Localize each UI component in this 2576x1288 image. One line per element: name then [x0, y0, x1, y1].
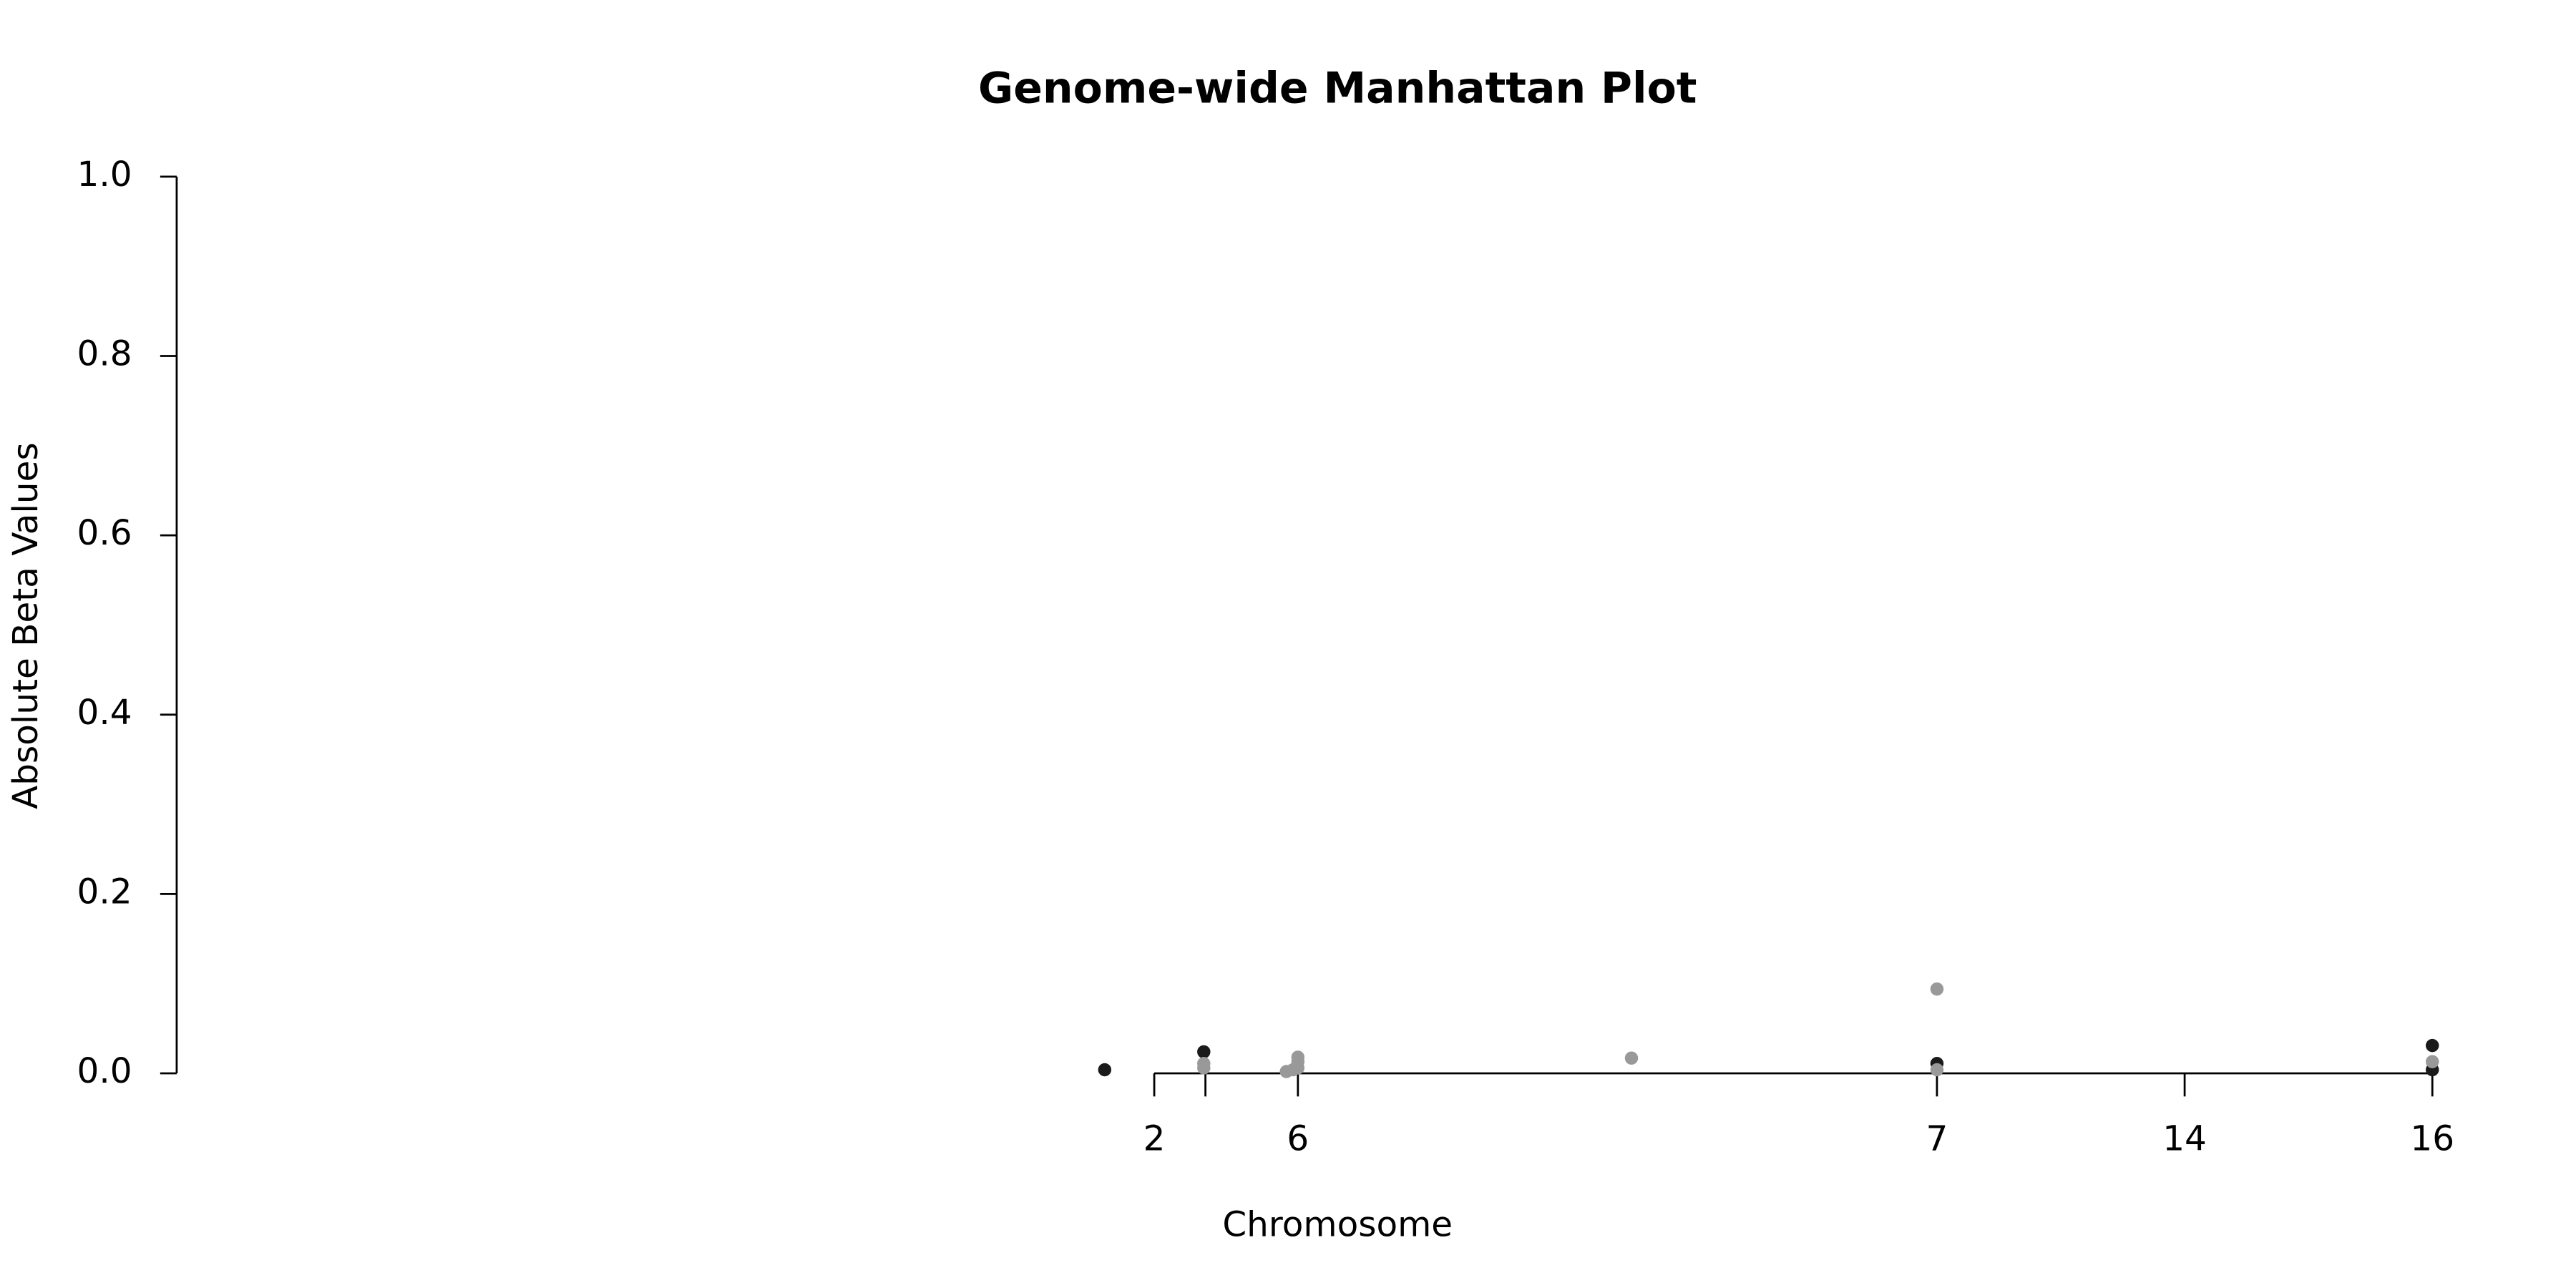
data-point — [2426, 1055, 2439, 1068]
x-tick-label: 16 — [2410, 1119, 2454, 1159]
y-tick-label: 0.8 — [77, 334, 132, 374]
chart-title: Genome-wide Manhattan Plot — [978, 64, 1697, 114]
y-tick-label: 0.6 — [77, 513, 132, 553]
data-point — [1098, 1063, 1112, 1077]
x-tick-label: 7 — [1926, 1119, 1948, 1159]
data-point — [1624, 1051, 1639, 1065]
data-point — [1197, 1061, 1211, 1075]
y-tick-label: 0.4 — [77, 693, 132, 733]
x-axis-label: Chromosome — [1222, 1205, 1453, 1245]
x-tick-label: 2 — [1143, 1119, 1166, 1159]
y-tick-label: 1.0 — [77, 155, 132, 195]
y-axis-label: Absolute Beta Values — [6, 442, 46, 809]
data-point — [1291, 1061, 1305, 1075]
data-point — [1930, 1063, 1944, 1077]
x-tick-label: 6 — [1287, 1119, 1309, 1159]
data-point — [1197, 1045, 1211, 1059]
y-tick-label: 0.2 — [77, 872, 132, 912]
data-point — [2426, 1038, 2439, 1053]
y-tick-label: 0.0 — [77, 1051, 132, 1091]
x-tick-label: 14 — [2162, 1119, 2207, 1159]
data-point — [1930, 982, 1944, 996]
